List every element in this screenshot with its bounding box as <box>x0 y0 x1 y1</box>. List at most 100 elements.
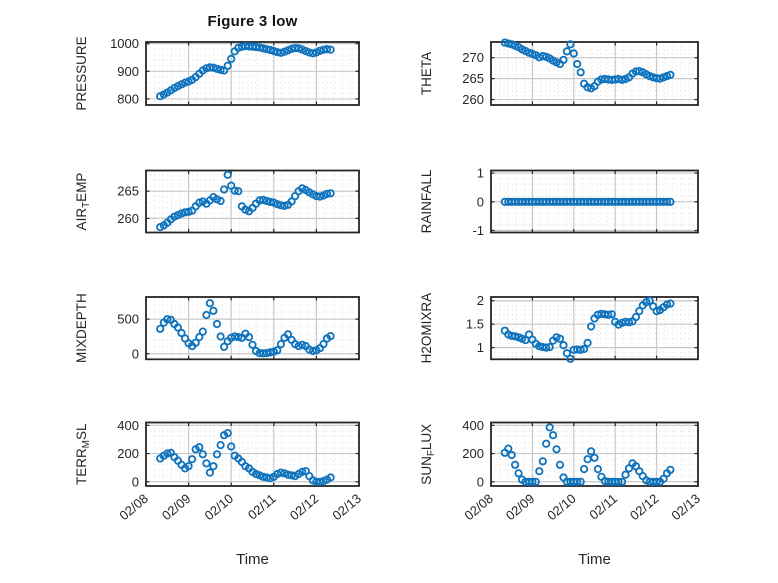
data-point <box>298 467 307 476</box>
data-point <box>202 310 211 320</box>
data-point <box>573 477 582 486</box>
data-point <box>659 474 668 483</box>
x-tick-label: 02/10 <box>202 491 237 523</box>
data-point <box>566 40 575 49</box>
data-point <box>666 70 675 80</box>
axes-box <box>145 41 360 106</box>
data-point <box>202 459 211 468</box>
y-tick-label: 200 <box>462 446 484 461</box>
subplot-mixdepth: 0 500 MIXDEPTH <box>74 293 360 363</box>
data-point <box>617 75 627 85</box>
data-point <box>262 348 271 358</box>
data-point <box>635 306 644 316</box>
y-tick-label: 260 <box>462 92 484 107</box>
data-point <box>251 42 261 52</box>
data-point <box>276 468 285 477</box>
y-tick-label: 400 <box>117 418 139 433</box>
data-point <box>216 196 225 206</box>
data-point <box>504 444 513 453</box>
data-point <box>645 296 654 305</box>
x-tick-label: 02/08 <box>461 491 496 523</box>
data-point <box>283 330 293 339</box>
data-point <box>652 477 661 486</box>
data-point <box>184 462 193 471</box>
y-axis-label: THETA <box>419 52 434 95</box>
data-point <box>227 442 236 451</box>
data-point <box>528 477 537 486</box>
data-point <box>248 340 257 349</box>
data-point <box>322 45 332 54</box>
data-point <box>579 464 589 474</box>
data-point <box>163 449 172 458</box>
data-point <box>156 324 165 333</box>
data-point <box>514 469 523 478</box>
data-point <box>510 460 520 469</box>
data-point <box>227 54 236 64</box>
data-point <box>662 300 672 309</box>
data-point <box>216 440 225 450</box>
data-point <box>604 310 613 319</box>
data-point <box>538 51 547 61</box>
data-series-air_temp <box>156 170 335 232</box>
data-point <box>220 342 229 351</box>
data-point <box>216 65 225 75</box>
data-point <box>258 195 268 204</box>
data-point <box>617 477 627 486</box>
y-tick-label: 260 <box>117 211 139 226</box>
y-tick-label: 200 <box>117 446 139 461</box>
data-point <box>223 170 232 179</box>
x-tick-label: 02/13 <box>329 491 364 523</box>
data-point <box>258 349 268 358</box>
y-tick-label: 800 <box>117 91 139 106</box>
data-point <box>507 450 516 460</box>
data-point <box>287 197 296 206</box>
y-tick-label: -1 <box>472 223 484 238</box>
y-tick-label: 0 <box>132 474 139 489</box>
y-tick-label: 1000 <box>110 36 139 51</box>
data-point <box>326 331 335 341</box>
data-point <box>538 457 547 466</box>
data-point <box>326 473 335 482</box>
axes-box <box>145 421 360 487</box>
data-series-theta <box>500 38 675 93</box>
subplot-pressure: 800 900 1000 PRESSURE <box>74 36 360 111</box>
data-point <box>593 464 603 474</box>
data-point <box>552 445 561 454</box>
x-tick-label: 02/08 <box>116 491 151 523</box>
data-point <box>273 200 282 209</box>
data-point <box>666 465 675 474</box>
subplot-rainfall: -1 0 1 RAINFALL <box>419 166 699 238</box>
data-point <box>545 342 554 352</box>
data-point <box>308 346 317 356</box>
y-tick-label: 1 <box>477 340 484 355</box>
data-point <box>216 332 225 341</box>
subplot-terr-msl: 0 200 400 TERRMSL 02/08 02/09 02/10 02/11 02/12 0… <box>74 418 364 523</box>
x-axis-label-right: Time <box>578 551 611 568</box>
subplot-sun-flux: 0 200 400 SUNFLUX 02/08 02/09 02/10 02/11 02/12 0… <box>419 418 703 523</box>
data-point <box>198 450 207 459</box>
data-point <box>205 468 214 477</box>
data-point <box>273 346 282 355</box>
data-point <box>212 450 222 459</box>
data-point <box>258 44 268 53</box>
data-point <box>535 467 544 476</box>
axes-box <box>490 41 699 106</box>
data-point <box>666 299 675 308</box>
data-point <box>181 208 190 217</box>
y-tick-label: 0 <box>132 346 139 361</box>
data-point <box>266 197 275 207</box>
y-tick-label: 1 <box>477 166 484 181</box>
y-tick-label: 265 <box>117 184 139 199</box>
data-point <box>621 470 630 479</box>
data-point <box>326 45 335 54</box>
data-point <box>562 349 572 358</box>
data-point <box>504 39 513 48</box>
y-axis-label: PRESSURE <box>74 36 89 110</box>
data-point <box>244 332 254 342</box>
x-axis-label-left: Time <box>236 551 269 568</box>
data-point <box>212 64 222 73</box>
data-point <box>583 338 592 347</box>
data-point <box>173 323 182 332</box>
